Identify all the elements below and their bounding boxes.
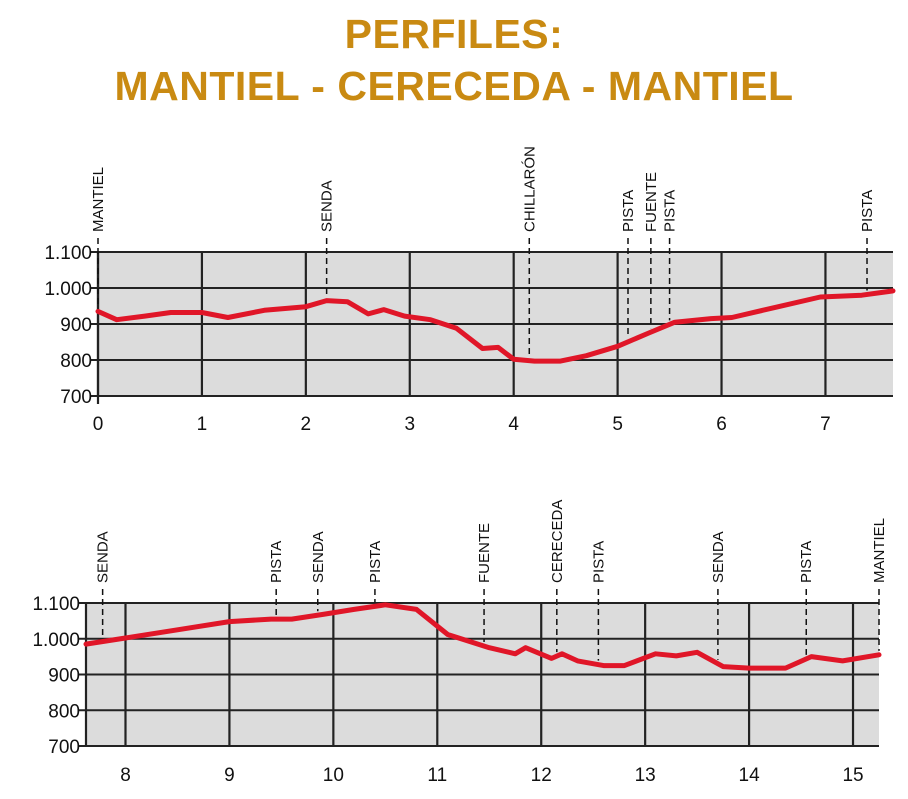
x-tick-label: 13 [635,765,656,786]
waypoint-label: PISTA [268,541,285,583]
waypoint-label: SENDA [319,180,336,232]
waypoint-label: CHILLARÓN [521,146,538,232]
y-tick-label: 800 [60,351,92,372]
y-tick-label: 800 [48,701,80,722]
waypoint-label: PISTA [798,541,815,583]
waypoint-label: PISTA [367,541,384,583]
title-line-2: MANTIEL - CERECEDA - MANTIEL [114,63,794,109]
waypoint-label: SENDA [310,531,327,583]
x-tick-label: 7 [820,414,831,435]
x-tick-label: 11 [427,765,447,786]
waypoint-label: FUENTE [643,172,660,232]
x-tick-label: 1 [197,414,208,435]
x-tick-label: 9 [224,765,235,786]
y-tick-label: 1.100 [44,243,92,264]
x-tick-label: 5 [612,414,623,435]
chart-title: PERFILES: MANTIEL - CERECEDA - MANTIEL [0,8,908,112]
x-tick-label: 4 [508,414,519,435]
elevation-line [95,288,896,364]
waypoint-label: SENDA [95,531,112,583]
profile-panel-2: 700 800 900 1.000 1.100 8 9 10 11 12 13 14 15 SENDA PI… [32,500,888,786]
x-tick-label: 10 [323,765,344,786]
y-tick-label: 900 [60,315,92,336]
x-tick-label: 2 [301,414,312,435]
waypoint-label: PISTA [590,541,607,583]
y-tick-label: 700 [60,387,92,408]
y-tick-label: 1.100 [32,594,80,615]
waypoint-label: FUENTE [476,523,493,583]
waypoint-label: MANTIEL [871,518,888,583]
elevation-line [83,602,882,671]
x-tick-label: 12 [531,765,552,786]
title-line-1: PERFILES: [344,11,564,57]
y-tick-label: 1.000 [44,279,92,300]
y-tick-label: 900 [48,666,80,687]
profile-panel-1: 700 800 900 1.000 1.100 0 1 2 3 4 5 6 7 MANTIEL SENDA C… [44,146,896,435]
x-tick-label: 3 [404,414,415,435]
y-tick-label: 1.000 [32,630,80,651]
waypoint-label: PISTA [620,190,637,232]
y-tick-label: 700 [48,737,80,758]
x-tick-label: 8 [120,765,131,786]
waypoint-label: PISTA [662,190,679,232]
x-tick-label: 0 [93,414,104,435]
waypoint-label: PISTA [859,190,876,232]
x-tick-label: 15 [842,765,863,786]
waypoint-label: SENDA [710,531,727,583]
waypoint-label: CERECEDA [549,500,566,583]
x-tick-label: 14 [739,765,761,786]
waypoint-label: MANTIEL [90,167,107,232]
x-tick-label: 6 [716,414,727,435]
